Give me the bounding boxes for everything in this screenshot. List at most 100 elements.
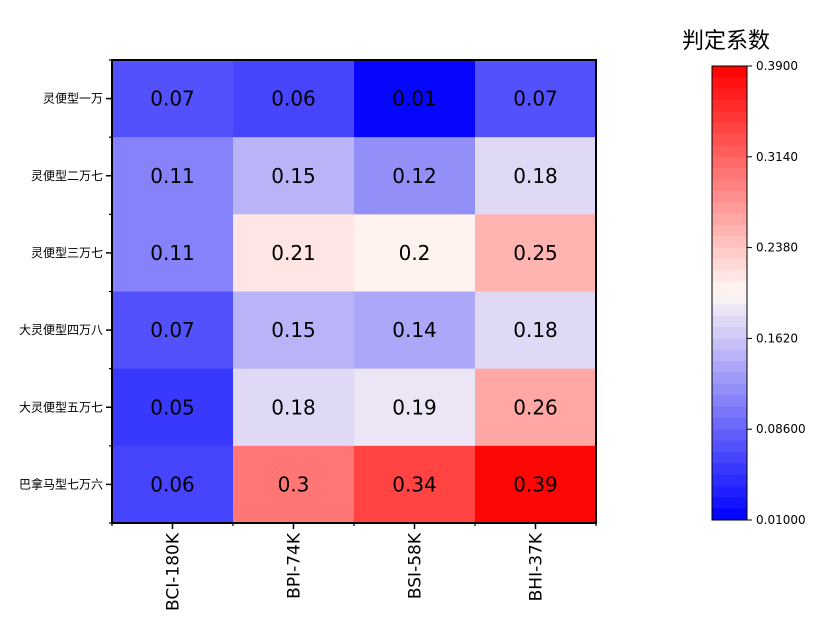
cell-value-label: 0.2 xyxy=(399,241,431,265)
colorbar-band xyxy=(712,293,747,305)
colorbar-band xyxy=(712,508,747,521)
cell-value-label: 0.01 xyxy=(392,87,437,111)
y-tick-label: 灵便型三万七 xyxy=(31,246,103,260)
cell-value-label: 0.14 xyxy=(392,318,437,342)
heatmap-cell xyxy=(354,368,476,447)
cell-value-label: 0.05 xyxy=(150,395,195,419)
cell-value-label: 0.26 xyxy=(513,395,558,419)
colorbar-band xyxy=(712,383,747,396)
cell-value-label: 0.07 xyxy=(150,318,195,342)
y-tick-label: 灵便型二万七 xyxy=(31,169,103,183)
colorbar-band xyxy=(712,395,747,407)
heatmap-cell xyxy=(475,291,597,370)
cell-value-label: 0.06 xyxy=(150,472,195,496)
cell-value-label: 0.19 xyxy=(392,395,437,419)
cell-value-label: 0.18 xyxy=(513,318,558,342)
cell-value-label: 0.39 xyxy=(513,472,558,496)
colorbar-band xyxy=(712,100,747,112)
heatmap-cell xyxy=(354,60,476,138)
cell-value-label: 0.25 xyxy=(513,241,558,265)
colorbar-band xyxy=(712,315,747,328)
colorbar-title: 判定系数 xyxy=(682,29,770,54)
colorbar-band xyxy=(712,122,747,135)
heatmap-cell xyxy=(233,214,355,292)
colorbar-band xyxy=(712,304,747,317)
colorbar-band xyxy=(712,258,747,271)
cell-value-label: 0.11 xyxy=(150,164,195,188)
colorbar-tick-label: 0.2380 xyxy=(756,241,798,255)
heatmap-cell xyxy=(233,291,355,370)
colorbar-band xyxy=(712,338,747,351)
colorbar-band xyxy=(712,168,747,180)
colorbar-band xyxy=(712,236,747,248)
colorbar-band xyxy=(712,406,747,419)
heatmap-cell xyxy=(233,445,355,524)
colorbar-band xyxy=(712,270,747,283)
colorbar-band xyxy=(712,429,747,441)
colorbar-band xyxy=(712,281,747,294)
cell-value-label: 0.15 xyxy=(271,164,316,188)
colorbar-band xyxy=(712,134,747,146)
colorbar-tick-label: 0.01000 xyxy=(756,513,806,527)
heatmap-cell xyxy=(475,214,597,292)
colorbar-band xyxy=(712,485,747,498)
cell-value-label: 0.3 xyxy=(278,472,310,496)
colorbar-tick-label: 0.08600 xyxy=(756,422,806,436)
x-tick-label: BHI-37K xyxy=(527,532,547,601)
cell-value-label: 0.18 xyxy=(513,164,558,188)
heatmap-cell xyxy=(354,445,476,524)
heatmap-cell xyxy=(475,60,597,138)
colorbar-tick-label: 0.1620 xyxy=(756,331,798,345)
colorbar-band xyxy=(712,497,747,510)
colorbar: 判定系数 0.3900 0.3140 0.2380 0.1620 0.08600 0.01… xyxy=(682,29,806,527)
colorbar-band xyxy=(712,213,747,226)
heatmap-cell xyxy=(475,137,597,215)
colorbar-band xyxy=(712,372,747,385)
colorbar-band xyxy=(712,202,747,214)
colorbar-ticks: 0.3900 0.3140 0.2380 0.1620 0.08600 0.01000 xyxy=(747,59,806,527)
cell-value-label: 0.21 xyxy=(271,241,316,265)
cell-value-label: 0.07 xyxy=(513,87,558,111)
cell-value-label: 0.07 xyxy=(150,87,195,111)
heatmap-cell xyxy=(475,368,597,447)
heatmap-cell xyxy=(112,137,234,215)
y-tick-label: 巴拿马型七万六 xyxy=(19,476,103,491)
heatmap-cell xyxy=(475,445,597,524)
cell-value-label: 0.12 xyxy=(392,164,437,188)
colorbar-band xyxy=(712,349,747,362)
colorbar-band xyxy=(712,66,747,78)
x-tick-label: BCI-180K xyxy=(164,532,184,611)
colorbar-frame xyxy=(711,65,748,521)
heatmap-cell xyxy=(233,137,355,215)
heatmap-cell xyxy=(354,291,476,370)
x-tick-label: BPI-74K xyxy=(285,532,305,599)
cell-value-label: 0.18 xyxy=(271,395,316,419)
heatmap-cell xyxy=(233,60,355,138)
colorbar-band xyxy=(712,145,747,158)
x-axis: BCI-180K BPI-74K BSI-58K BHI-37K xyxy=(111,523,597,611)
heatmap-cell xyxy=(112,445,234,524)
cell-value-label: 0.06 xyxy=(271,87,316,111)
heatmap-cell xyxy=(112,291,234,370)
colorbar-band xyxy=(712,77,747,90)
heatmap-cell xyxy=(354,137,476,215)
heatmap-cells: 0.07 0.06 0.01 0.07 0.11 0.15 0.12 0.18 0.11 0.21… xyxy=(112,60,597,524)
y-tick-label: 大灵便型四万八 xyxy=(19,323,103,337)
colorbar-bands xyxy=(712,66,747,521)
cell-value-label: 0.11 xyxy=(150,241,195,265)
cell-value-label: 0.34 xyxy=(392,472,437,496)
colorbar-band xyxy=(712,111,747,124)
heatmap-cell xyxy=(112,368,234,447)
colorbar-band xyxy=(712,88,747,101)
colorbar-band xyxy=(712,417,747,430)
colorbar-band xyxy=(712,190,747,203)
colorbar-band xyxy=(712,474,747,487)
colorbar-tick-label: 0.3900 xyxy=(756,59,798,73)
colorbar-tick-label: 0.3140 xyxy=(756,150,798,164)
y-tick-label: 大灵便型五万七 xyxy=(19,400,103,414)
colorbar-band xyxy=(712,451,747,464)
y-tick-label: 灵便型一万 xyxy=(43,92,103,106)
colorbar-band xyxy=(712,463,747,475)
